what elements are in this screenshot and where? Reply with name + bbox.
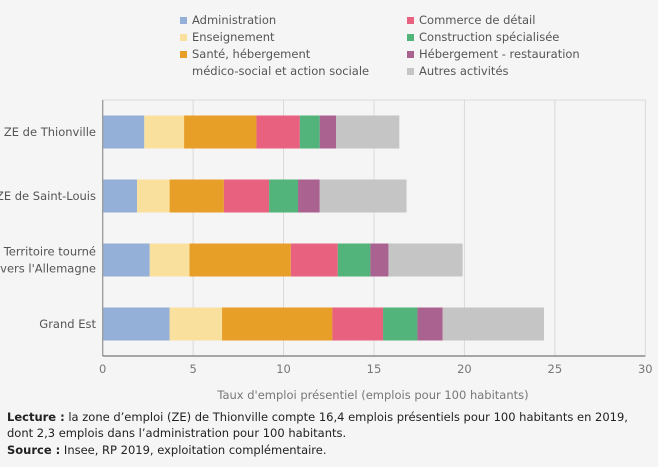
x-tick-label: 25	[548, 362, 563, 376]
lecture-note: Lecture : la zone d’emploi (ZE) de Thion…	[7, 409, 653, 442]
bar-segment	[184, 115, 257, 149]
y-tick-label: Grand Est	[39, 317, 96, 331]
legend-label: Enseignement	[192, 30, 275, 44]
bar-segment	[370, 243, 389, 277]
x-tick-label: 0	[99, 362, 106, 376]
bar-segment	[102, 307, 170, 341]
legend-item: Hébergement - restauration	[407, 46, 580, 63]
bar-segment	[256, 115, 300, 149]
bar-segment	[290, 243, 338, 277]
legend-label: Santé, hébergement médico-social et acti…	[192, 47, 370, 78]
bar-segment	[102, 179, 138, 213]
legend-swatch	[407, 68, 414, 75]
bar-segment	[298, 179, 320, 213]
bar-segment	[189, 243, 291, 277]
legend-label: Administration	[192, 13, 277, 27]
notes: Lecture : la zone d’emploi (ZE) de Thion…	[7, 409, 653, 458]
source-note: Source : Insee, RP 2019, exploitation co…	[7, 442, 653, 458]
legend-item: Construction spécialisée	[407, 29, 559, 46]
x-tick-label: 10	[276, 362, 291, 376]
bar-segment	[332, 307, 384, 341]
bar-segment	[169, 307, 223, 341]
bar-group	[102, 115, 400, 149]
x-tick-label: 15	[367, 362, 382, 376]
y-tick-label: ZE de Thionville	[4, 125, 96, 139]
legend-item: Commerce de détail	[407, 12, 535, 29]
bar-segment	[222, 307, 333, 341]
bar-segment	[336, 115, 400, 149]
legend-swatch	[180, 17, 187, 24]
y-axis-labels: ZE de Thionville ZE de Saint-Louis Territo…	[0, 125, 96, 331]
legend-item: Enseignement	[180, 29, 275, 46]
x-axis-ticks: 0 5 10 15 20 25 30	[99, 362, 653, 376]
chart-legend: Administration Enseignement Santé, héberge…	[180, 12, 600, 84]
bars	[102, 115, 545, 341]
legend-item: Santé, hébergement médico-social et acti…	[180, 46, 369, 79]
legend-label: Hébergement - restauration	[419, 47, 580, 61]
legend-label: Autres activités	[419, 64, 509, 78]
x-tick-label: 20	[457, 362, 472, 376]
source-text: Insee, RP 2019, exploitation complémenta…	[60, 442, 327, 457]
legend-label: Construction spécialisée	[419, 30, 560, 44]
legend-swatch	[180, 51, 187, 58]
x-tick-label: 5	[189, 362, 196, 376]
bar-segment	[442, 307, 545, 341]
bar-segment	[319, 179, 407, 213]
bar-segment	[102, 115, 145, 149]
stacked-bar-chart: ZE de Thionville ZE de Saint-Louis Territo…	[0, 99, 653, 402]
bar-segment	[102, 243, 150, 277]
lecture-text: la zone d’emploi (ZE) de Thionville comp…	[7, 410, 628, 441]
bar-group	[102, 307, 545, 341]
bar-segment	[137, 179, 170, 213]
lecture-label: Lecture :	[7, 410, 65, 424]
y-tick-label: ZE de Saint-Louis	[0, 189, 96, 203]
x-axis-title: Taux d'emploi présentiel (emplois pour 1…	[216, 388, 528, 402]
legend-swatch	[407, 34, 414, 41]
bar-group	[102, 179, 407, 213]
legend-swatch	[407, 51, 414, 58]
legend-label: Commerce de détail	[419, 13, 536, 27]
axes	[102, 100, 646, 357]
bar-segment	[269, 179, 299, 213]
bar-segment	[319, 115, 337, 149]
bar-segment	[144, 115, 185, 149]
legend-item: Autres activités	[407, 63, 509, 80]
legend-swatch	[407, 17, 414, 24]
bar-segment	[383, 307, 418, 341]
bar-segment	[223, 179, 270, 213]
bar-segment	[299, 115, 320, 149]
bar-segment	[388, 243, 463, 277]
bar-segment	[337, 243, 371, 277]
legend-swatch	[180, 34, 187, 41]
x-tick-label: 30	[638, 362, 653, 376]
bar-segment	[417, 307, 443, 341]
legend-item: Administration	[180, 12, 276, 29]
y-tick-label: Territoire tourné vers l'Allemagne	[0, 245, 96, 276]
source-label: Source :	[7, 442, 61, 457]
bar-segment	[149, 243, 190, 277]
bar-group	[102, 243, 463, 277]
bar-segment	[169, 179, 224, 213]
